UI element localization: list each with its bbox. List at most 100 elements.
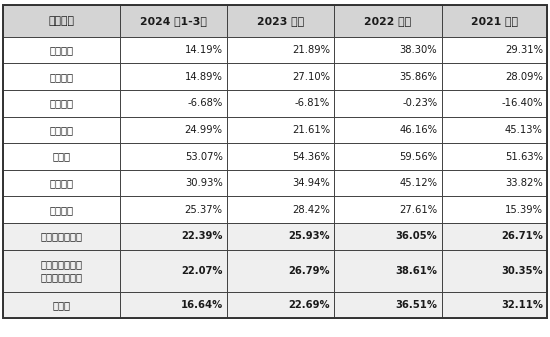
Bar <box>334 196 442 223</box>
Text: -6.81%: -6.81% <box>295 98 330 109</box>
Text: 45.13%: 45.13% <box>505 125 543 135</box>
Bar <box>227 143 334 170</box>
Bar <box>120 170 227 196</box>
Text: 46.16%: 46.16% <box>399 125 437 135</box>
Text: 28.09%: 28.09% <box>505 72 543 82</box>
Bar <box>3 292 120 318</box>
Text: 54.36%: 54.36% <box>292 152 330 161</box>
Bar <box>442 250 547 292</box>
Text: 芯联集成: 芯联集成 <box>50 98 73 109</box>
Bar <box>120 143 227 170</box>
Text: 发行人: 发行人 <box>52 300 70 310</box>
Text: 33.82%: 33.82% <box>505 178 543 188</box>
Text: 45.12%: 45.12% <box>399 178 437 188</box>
Bar <box>120 250 227 292</box>
Bar <box>3 170 120 196</box>
Text: 26.71%: 26.71% <box>501 232 543 241</box>
Text: 15.39%: 15.39% <box>505 205 543 215</box>
Text: 59.56%: 59.56% <box>399 152 437 161</box>
Bar <box>442 223 547 250</box>
Text: 2022 年度: 2022 年度 <box>365 16 411 26</box>
Text: 27.10%: 27.10% <box>292 72 330 82</box>
Bar <box>120 223 227 250</box>
Bar <box>442 143 547 170</box>
Bar <box>227 223 334 250</box>
Bar <box>120 37 227 63</box>
Bar <box>442 90 547 117</box>
Bar <box>227 170 334 196</box>
Bar <box>227 117 334 143</box>
Bar <box>120 5 227 37</box>
Text: 14.19%: 14.19% <box>185 45 223 55</box>
Text: 2021 年度: 2021 年度 <box>471 16 518 26</box>
Text: -0.23%: -0.23% <box>402 98 437 109</box>
Bar <box>3 143 120 170</box>
Text: 22.69%: 22.69% <box>288 300 330 310</box>
Text: 35.86%: 35.86% <box>399 72 437 82</box>
Text: 36.05%: 36.05% <box>395 232 437 241</box>
Bar <box>334 250 442 292</box>
Bar <box>442 292 547 318</box>
Text: 格罗方德: 格罗方德 <box>50 205 73 215</box>
Text: 14.89%: 14.89% <box>185 72 223 82</box>
Text: 晶合集成: 晶合集成 <box>50 125 73 135</box>
Bar <box>120 117 227 143</box>
Text: 公司名称: 公司名称 <box>48 16 74 26</box>
Bar <box>3 223 120 250</box>
Text: 22.07%: 22.07% <box>181 266 223 276</box>
Text: 36.51%: 36.51% <box>395 300 437 310</box>
Bar <box>120 292 227 318</box>
Bar <box>120 90 227 117</box>
Text: 32.11%: 32.11% <box>501 300 543 310</box>
Bar <box>334 90 442 117</box>
Text: 中芯国际: 中芯国际 <box>50 45 73 55</box>
Text: 2023 年度: 2023 年度 <box>257 16 304 26</box>
Text: 38.30%: 38.30% <box>400 45 437 55</box>
Text: 21.89%: 21.89% <box>292 45 330 55</box>
Bar <box>442 37 547 63</box>
Bar <box>334 37 442 63</box>
Text: 34.94%: 34.94% <box>292 178 330 188</box>
Text: 可比公司平均值: 可比公司平均值 <box>40 232 82 241</box>
Text: 25.37%: 25.37% <box>185 205 223 215</box>
Text: 27.61%: 27.61% <box>399 205 437 215</box>
Text: 30.35%: 30.35% <box>501 266 543 276</box>
Bar <box>334 63 442 90</box>
Text: 51.63%: 51.63% <box>505 152 543 161</box>
Bar <box>334 143 442 170</box>
Bar <box>442 117 547 143</box>
Text: 22.39%: 22.39% <box>181 232 223 241</box>
Text: 30.93%: 30.93% <box>185 178 223 188</box>
Bar <box>227 196 334 223</box>
Bar <box>227 90 334 117</box>
Bar <box>3 250 120 292</box>
Bar <box>3 63 120 90</box>
Bar <box>3 5 120 37</box>
Text: 24.99%: 24.99% <box>185 125 223 135</box>
Text: 华虹公司: 华虹公司 <box>50 72 73 82</box>
Bar <box>227 250 334 292</box>
Bar <box>227 37 334 63</box>
Text: 38.61%: 38.61% <box>395 266 437 276</box>
Bar <box>334 223 442 250</box>
Bar <box>3 196 120 223</box>
Bar <box>227 63 334 90</box>
Bar <box>120 63 227 90</box>
Bar <box>3 37 120 63</box>
Bar <box>442 5 547 37</box>
Text: 25.93%: 25.93% <box>288 232 330 241</box>
Text: -6.68%: -6.68% <box>188 98 223 109</box>
Bar <box>334 5 442 37</box>
Text: 剔除芯联集成、
台积电后平均值: 剔除芯联集成、 台积电后平均值 <box>40 259 82 282</box>
Text: 26.79%: 26.79% <box>288 266 330 276</box>
Bar <box>334 117 442 143</box>
Text: 29.31%: 29.31% <box>505 45 543 55</box>
Bar <box>334 292 442 318</box>
Bar <box>442 196 547 223</box>
Bar <box>334 170 442 196</box>
Text: 2024 年1-3月: 2024 年1-3月 <box>140 16 207 26</box>
Bar <box>3 117 120 143</box>
Bar <box>3 90 120 117</box>
Text: -16.40%: -16.40% <box>502 98 543 109</box>
Text: 联华电子: 联华电子 <box>50 178 73 188</box>
